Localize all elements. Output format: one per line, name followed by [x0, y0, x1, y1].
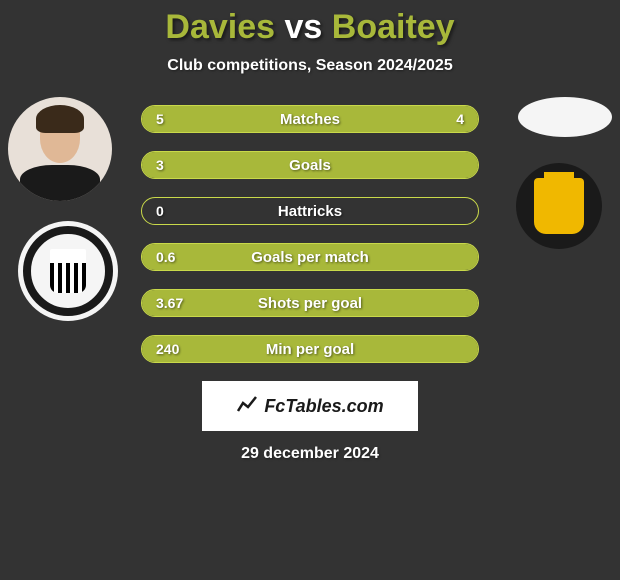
title-player-left: Davies: [165, 8, 275, 46]
port-vale-badge-icon: [516, 163, 602, 249]
player-right-avatar: [518, 97, 612, 137]
stat-bar: 240Min per goal: [141, 335, 479, 363]
grimsby-town-badge-icon: [18, 221, 118, 321]
club-badge-left: [18, 221, 118, 321]
player-left-avatar: [8, 97, 112, 201]
stat-label: Matches: [142, 106, 478, 132]
avatar-shirt: [20, 165, 100, 201]
badge-stripes: [50, 263, 86, 293]
title-vs: vs: [284, 8, 322, 46]
comparison-body: 54Matches 3Goals 0Hattricks 0.6Goals per ma…: [0, 105, 620, 363]
date-text: 29 december 2024: [0, 445, 620, 463]
badge-shield: [534, 178, 584, 234]
fctables-logo-icon: [236, 393, 258, 420]
stat-label: Min per goal: [142, 336, 478, 362]
stat-bar: 54Matches: [141, 105, 479, 133]
stat-bar: 0.6Goals per match: [141, 243, 479, 271]
stat-label: Goals per match: [142, 244, 478, 270]
stat-bar: 3Goals: [141, 151, 479, 179]
avatar-hair: [36, 105, 84, 133]
stat-label: Goals: [142, 152, 478, 178]
brand-text: FcTables.com: [264, 396, 383, 417]
subtitle: Club competitions, Season 2024/2025: [0, 57, 620, 75]
stat-label: Shots per goal: [142, 290, 478, 316]
badge-shield: [50, 249, 86, 293]
player-right-column: [518, 97, 612, 137]
brand-box: FcTables.com: [202, 381, 418, 431]
stat-bar: 3.67Shots per goal: [141, 289, 479, 317]
player-left-column: [8, 97, 112, 201]
club-badge-right: [516, 163, 602, 249]
stat-bar: 0Hattricks: [141, 197, 479, 225]
comparison-title: Davies vs Boaitey: [0, 0, 620, 47]
title-player-right: Boaitey: [332, 8, 455, 46]
badge-crest-top: [544, 172, 574, 180]
stats-list: 54Matches 3Goals 0Hattricks 0.6Goals per ma…: [141, 105, 479, 363]
stat-label: Hattricks: [142, 198, 478, 224]
